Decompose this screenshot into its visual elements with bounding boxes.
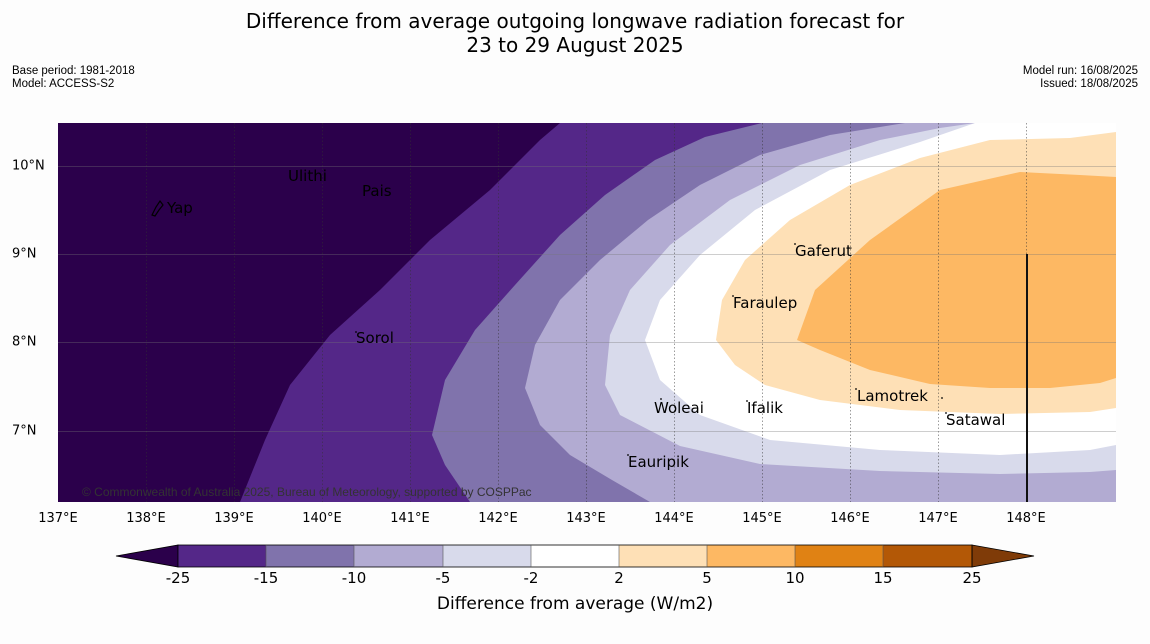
lon-label: 142°E: [478, 511, 518, 526]
colorbar-swatch: [883, 545, 972, 567]
colorbar-swatch: [178, 545, 266, 567]
lon-label: 143°E: [566, 511, 606, 526]
colorbar-tick: -2: [523, 569, 539, 587]
colorbar-tick: 2: [614, 569, 624, 587]
lon-label: 144°E: [654, 511, 694, 526]
lat-label: 10°N: [12, 158, 45, 174]
colorbar-tick: 10: [785, 569, 805, 587]
lon-label: 139°E: [214, 511, 254, 526]
model-run: Model run: 16/08/2025: [1022, 65, 1138, 77]
colorbar-tick: 5: [702, 569, 712, 587]
lat-label: 8°N: [12, 334, 37, 350]
place-label-sorol: Sorol: [356, 329, 394, 347]
colorbar-swatch: [354, 545, 443, 567]
lat-gridlines: [58, 166, 1116, 432]
lon-label: 146°E: [830, 511, 870, 526]
run-info: Model run: 16/08/2025 Issued: 18/08/2025: [1023, 65, 1138, 91]
place-label-eauripik: Eauripik: [628, 453, 689, 471]
colorbar-title: Difference from average (W/m2): [436, 594, 714, 614]
place-label-faraulep: Faraulep: [733, 294, 798, 312]
place-label-satawal: Satawal: [946, 411, 1006, 429]
colorbar-frame: [177, 544, 973, 568]
colorbar: [115, 544, 1035, 568]
lon-label: 141°E: [390, 511, 430, 526]
lon-label: 138°E: [126, 511, 166, 526]
yap-island-shape: [151, 199, 164, 217]
base-period: Base period: 1981-2018: [12, 65, 135, 77]
lon-label: 148°E: [1006, 511, 1046, 526]
lat-label: 9°N: [12, 246, 37, 262]
colorbar-tick: -25: [165, 569, 191, 587]
band-plus5-plus10: [797, 172, 1116, 388]
map-area: [58, 123, 1116, 502]
colorbar-tick: -15: [253, 569, 279, 587]
colorbar-tick: -5: [435, 569, 451, 587]
colorbar-tick: 15: [873, 569, 893, 587]
base-period-info: Base period: 1981-2018 Model: ACCESS-S2: [12, 65, 135, 91]
colorbar-swatch: [531, 545, 619, 567]
place-label-ulithi: Ulithi: [288, 167, 327, 185]
lon-label: 147°E: [918, 511, 958, 526]
copyright-credit: © Commonwealth of Australia 2025, Bureau…: [82, 485, 532, 499]
lon-label: 145°E: [742, 511, 782, 526]
colorbar-swatch: [795, 545, 883, 567]
colorbar-dividers: [265, 545, 884, 567]
lat-label: 7°N: [12, 423, 37, 439]
map-title: Difference from average outgoing longwav…: [0, 9, 1150, 57]
place-label-gaferut: Gaferut: [795, 242, 852, 260]
title-line-1: Difference from average outgoing longwav…: [245, 9, 905, 33]
colorbar-swatch: [443, 545, 531, 567]
colorbar-tick: 25: [962, 569, 982, 587]
title-line-2: 23 to 29 August 2025: [466, 33, 684, 57]
lon-gridlines: [146, 123, 1027, 502]
issued-date: Issued: 18/08/2025: [1040, 78, 1138, 90]
place-label-ifalik: Ifalik: [747, 399, 783, 417]
place-label-lamotrek: Lamotrek: [857, 387, 928, 405]
lon-label: 140°E: [302, 511, 342, 526]
colorbar-tick: -10: [341, 569, 367, 587]
model-name: Model: ACCESS-S2: [12, 78, 115, 90]
lon-label: 137°E: [38, 511, 78, 526]
colorbar-swatch: [266, 545, 354, 567]
island-dots: [355, 243, 947, 456]
colorbar-extend-max: [971, 544, 1035, 568]
place-label-woleai: Woleai: [654, 399, 704, 417]
colorbar-extend-min: [115, 544, 179, 568]
colorbar-swatch: [619, 545, 707, 567]
place-label-yap: Yap: [167, 199, 193, 217]
colorbar-swatch: [707, 545, 795, 567]
place-label-pais: Pais: [362, 182, 392, 200]
